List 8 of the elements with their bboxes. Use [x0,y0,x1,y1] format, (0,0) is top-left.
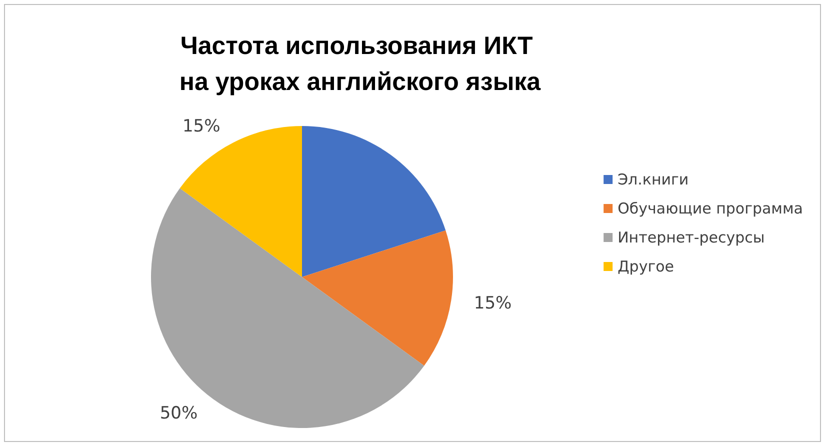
data-label: 15% [474,293,512,314]
legend-label: Эл.книги [618,170,689,188]
legend-label: Обучающие программа [618,200,804,218]
legend-label: Другое [618,258,674,276]
data-label: 50% [160,404,198,424]
legend-label: Интернет-ресурсы [618,228,765,246]
chart-title: Частота использования ИКТ на уроках английского языка [179,32,542,96]
data-label: 15% [182,116,220,136]
